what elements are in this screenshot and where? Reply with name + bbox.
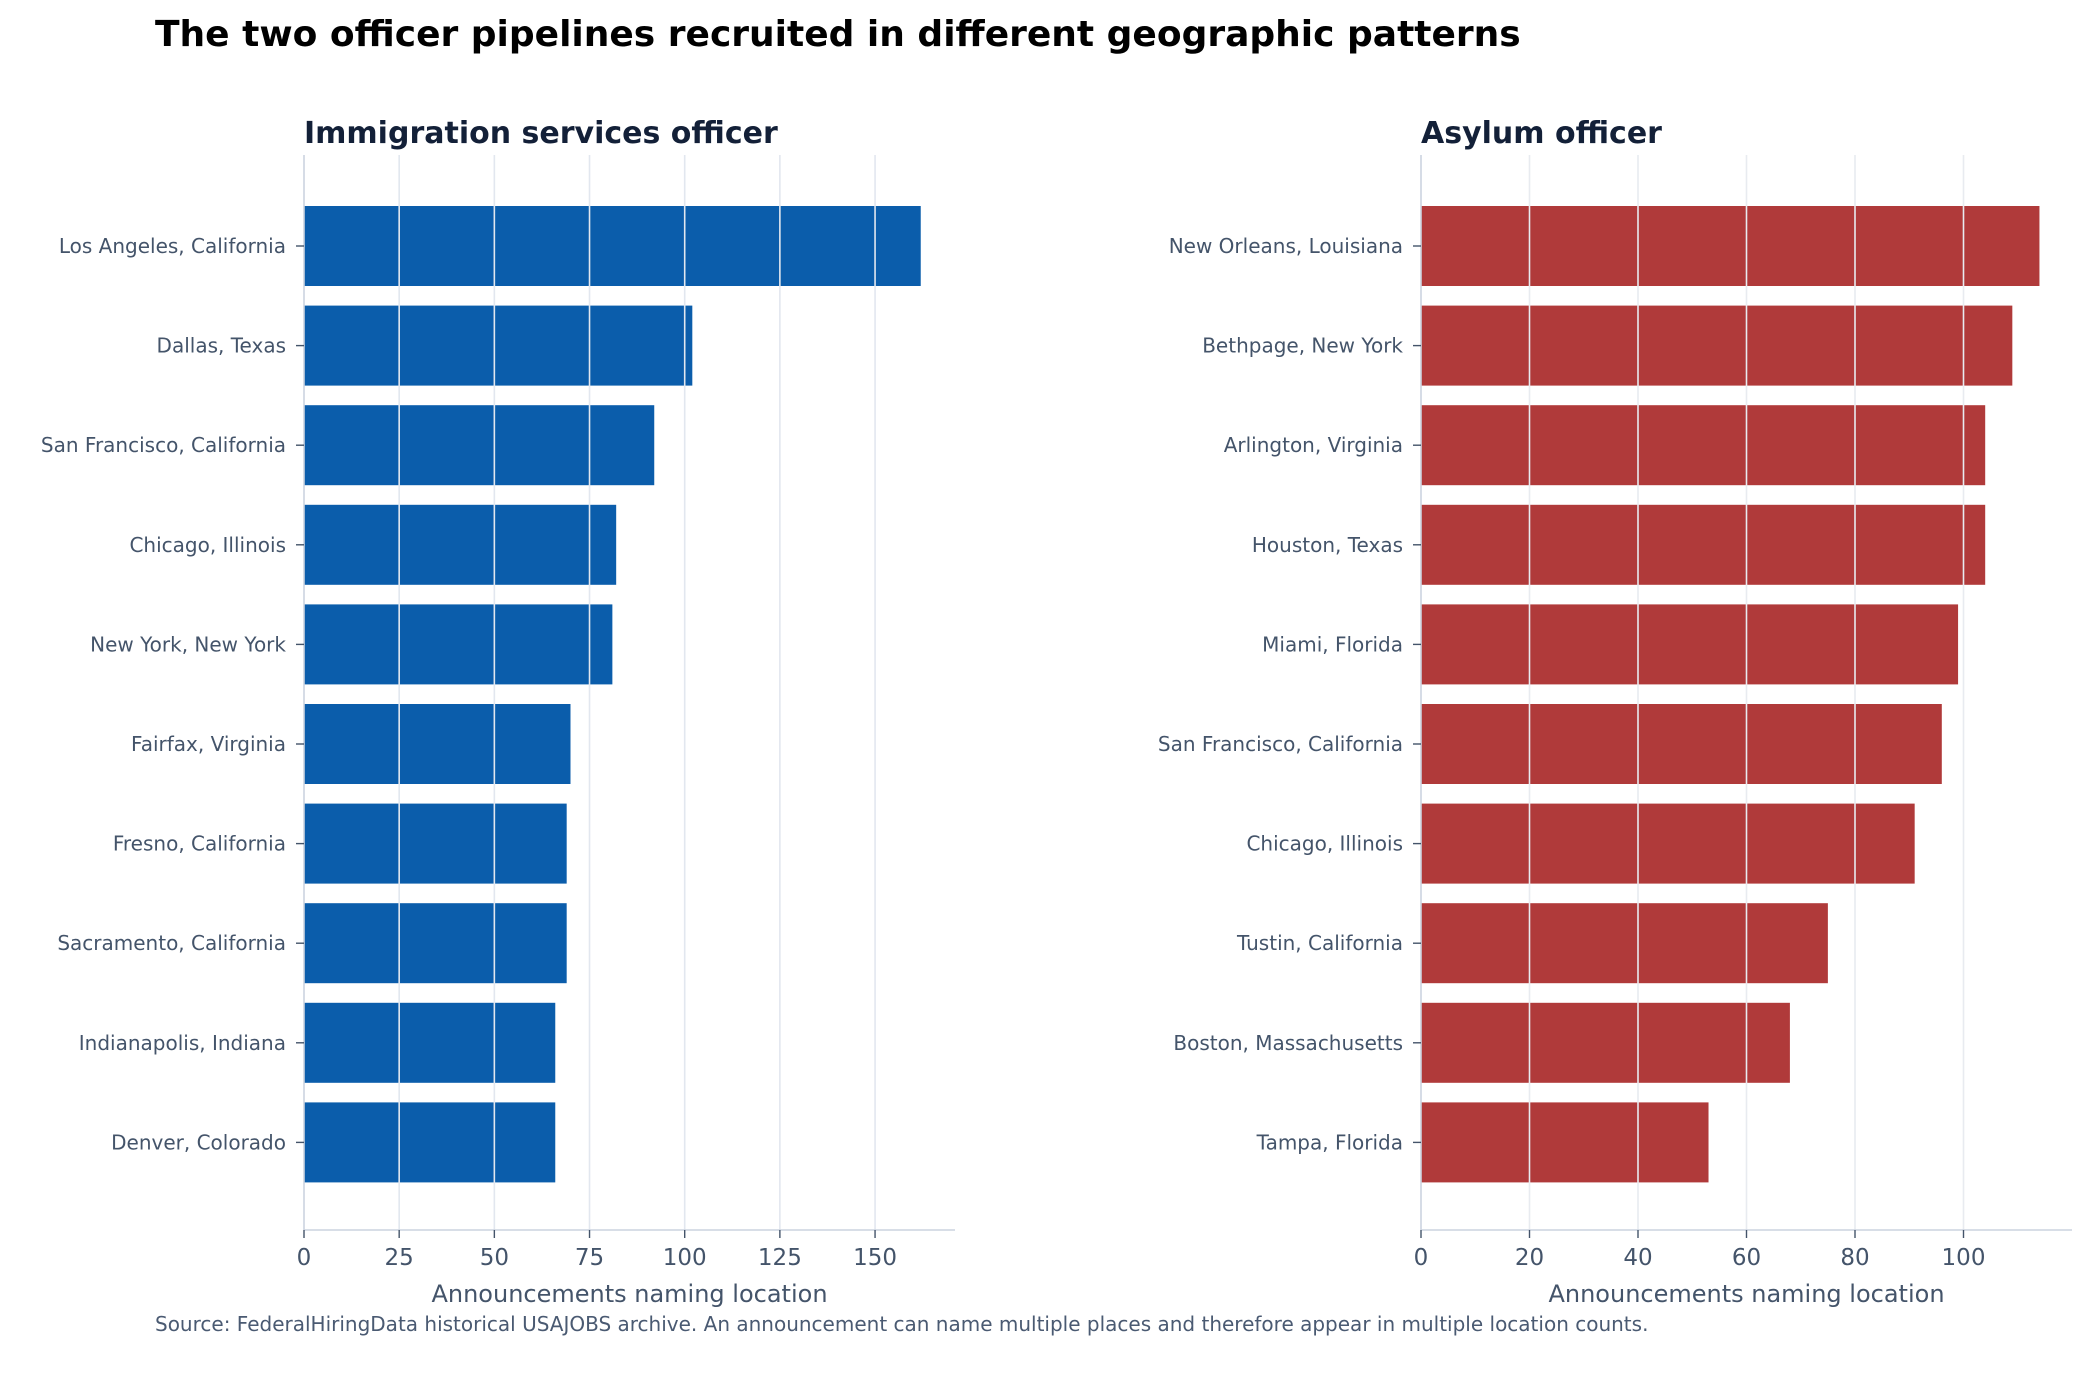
bar-iso-7 — [304, 903, 567, 984]
category-label: New York, New York — [90, 632, 286, 656]
bar-asylum-8 — [1421, 1002, 1790, 1083]
category-label: Denver, Colorado — [111, 1130, 286, 1154]
category-label: Boston, Massachusetts — [1173, 1031, 1403, 1055]
x-tick-label: 50 — [480, 1245, 509, 1271]
bar-asylum-1 — [1421, 305, 2013, 386]
category-label: Chicago, Illinois — [1246, 832, 1403, 856]
category-label: New Orleans, Louisiana — [1169, 234, 1403, 258]
x-tick-label: 125 — [758, 1245, 802, 1271]
bar-asylum-5 — [1421, 704, 1942, 784]
panel-title: Asylum officer — [1421, 116, 1662, 151]
x-tick-label: 80 — [1840, 1245, 1869, 1271]
category-label: Chicago, Illinois — [129, 533, 286, 557]
category-label: Dallas, Texas — [157, 334, 286, 358]
panel-right: Asylum officer New Orleans, Louisiana Beth… — [1158, 116, 2072, 1308]
x-tick-label: 40 — [1623, 1245, 1652, 1271]
panel-left: Immigration services officer Los Angeles,… — [41, 116, 955, 1308]
x-tick-label: 25 — [385, 1245, 414, 1271]
x-tick-label: 150 — [853, 1245, 897, 1271]
category-label: Miami, Florida — [1262, 632, 1403, 656]
x-tick-label: 20 — [1515, 1245, 1544, 1271]
panel-title: Immigration services officer — [304, 116, 778, 151]
bar-iso-0 — [304, 206, 921, 286]
category-label: San Francisco, California — [1158, 732, 1403, 756]
x-tick-label: 60 — [1732, 1245, 1761, 1271]
bar-asylum-0 — [1421, 206, 2040, 286]
bar-iso-9 — [304, 1102, 556, 1183]
bar-iso-1 — [304, 305, 693, 386]
bar-asylum-6 — [1421, 803, 1915, 884]
bar-asylum-4 — [1421, 604, 1959, 685]
x-axis-label: Announcements naming location — [1548, 1280, 1944, 1308]
bar-iso-3 — [304, 504, 617, 585]
bar-iso-6 — [304, 803, 567, 884]
category-label: Fairfax, Virginia — [131, 732, 286, 756]
x-tick-label: 100 — [1942, 1245, 1986, 1271]
category-label: San Francisco, California — [41, 433, 286, 457]
x-tick-label: 100 — [663, 1245, 707, 1271]
x-tick-label: 75 — [575, 1245, 604, 1271]
category-label: Houston, Texas — [1252, 533, 1403, 557]
category-label: Sacramento, California — [57, 931, 286, 955]
category-label: Bethpage, New York — [1202, 334, 1403, 358]
bar-asylum-3 — [1421, 504, 1986, 585]
category-label: Tampa, Florida — [1256, 1130, 1403, 1154]
bar-iso-5 — [304, 704, 571, 784]
bar-asylum-9 — [1421, 1102, 1709, 1183]
x-tick-label: 0 — [1414, 1245, 1429, 1271]
x-tick-label: 0 — [297, 1245, 312, 1271]
category-label: Arlington, Virginia — [1224, 433, 1403, 457]
category-label: Tustin, California — [1236, 931, 1403, 955]
bar-iso-8 — [304, 1002, 556, 1083]
bar-asylum-7 — [1421, 903, 1828, 984]
bar-iso-2 — [304, 405, 655, 486]
bar-iso-4 — [304, 604, 613, 685]
category-label: Indianapolis, Indiana — [79, 1031, 286, 1055]
category-label: Fresno, California — [113, 832, 286, 856]
source-note: Source: FederalHiringData historical USA… — [155, 1312, 1648, 1336]
category-label: Los Angeles, California — [59, 234, 286, 258]
bar-asylum-2 — [1421, 405, 1986, 486]
x-axis-label: Announcements naming location — [431, 1280, 827, 1308]
figure-title: The two officer pipelines recruited in d… — [155, 14, 1521, 55]
